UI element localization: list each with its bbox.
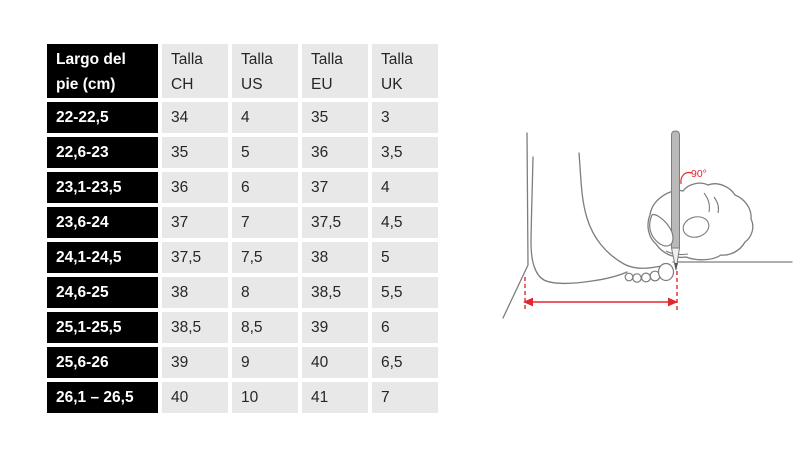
cell-talla-uk: 5,5 bbox=[372, 277, 438, 308]
cell-talla-eu: 37 bbox=[302, 172, 368, 203]
col-header-talla-uk: Talla UK bbox=[372, 44, 438, 98]
toe bbox=[641, 272, 652, 283]
table-row: 22-22,5 34 4 35 3 bbox=[47, 102, 438, 133]
cell-talla-eu: 40 bbox=[302, 347, 368, 378]
arrow-head-right bbox=[668, 297, 678, 307]
row-label: 25,6-26 bbox=[47, 347, 158, 378]
cell-talla-ch: 37 bbox=[162, 207, 228, 238]
pencil-point bbox=[671, 247, 680, 271]
cell-talla-us: 6 bbox=[232, 172, 298, 203]
foot-outline-top bbox=[578, 152, 667, 269]
cell-talla-ch: 40 bbox=[162, 382, 228, 413]
cell-talla-eu: 41 bbox=[302, 382, 368, 413]
cell-talla-uk: 3 bbox=[372, 102, 438, 133]
cell-talla-eu: 39 bbox=[302, 312, 368, 343]
toe bbox=[632, 273, 642, 283]
thumb bbox=[649, 213, 674, 247]
cell-talla-us: 10 bbox=[232, 382, 298, 413]
row-label: 23,6-24 bbox=[47, 207, 158, 238]
cell-talla-ch: 36 bbox=[162, 172, 228, 203]
angle-arc bbox=[680, 171, 693, 185]
table-header-row: Largo del pie (cm) Talla CH Talla US Tal… bbox=[47, 44, 438, 98]
row-label: 24,6-25 bbox=[47, 277, 158, 308]
cell-talla-us: 9 bbox=[232, 347, 298, 378]
cell-talla-uk: 6,5 bbox=[372, 347, 438, 378]
wall-line bbox=[502, 132, 529, 319]
table-row: 24,6-25 38 8 38,5 5,5 bbox=[47, 277, 438, 308]
cell-talla-us: 7,5 bbox=[232, 242, 298, 273]
pencil-lead bbox=[674, 263, 678, 270]
table-row: 23,6-24 37 7 37,5 4,5 bbox=[47, 207, 438, 238]
shoe-size-conversion-table: Largo del pie (cm) Talla CH Talla US Tal… bbox=[43, 40, 442, 417]
angle-label: 90° bbox=[691, 168, 707, 180]
cell-talla-eu: 36 bbox=[302, 137, 368, 168]
row-label: 22-22,5 bbox=[47, 102, 158, 133]
cell-talla-ch: 34 bbox=[162, 102, 228, 133]
cell-talla-ch: 35 bbox=[162, 137, 228, 168]
cell-talla-ch: 38,5 bbox=[162, 312, 228, 343]
cell-talla-eu: 35 bbox=[302, 102, 368, 133]
pencil bbox=[671, 130, 680, 271]
table-row: 24,1-24,5 37,5 7,5 38 5 bbox=[47, 242, 438, 273]
table-row: 26,1 – 26,5 40 10 41 7 bbox=[47, 382, 438, 413]
row-label: 23,1-23,5 bbox=[47, 172, 158, 203]
row-label: 26,1 – 26,5 bbox=[47, 382, 158, 413]
table-row: 22,6-23 35 5 36 3,5 bbox=[47, 137, 438, 168]
table-row: 23,1-23,5 36 6 37 4 bbox=[47, 172, 438, 203]
foot-measurement-illustration: 90° bbox=[502, 130, 793, 319]
finger-crease bbox=[703, 192, 710, 213]
arrow-head-left bbox=[523, 297, 533, 307]
toe bbox=[624, 272, 634, 282]
index-knuckle bbox=[682, 216, 710, 238]
cell-talla-uk: 4,5 bbox=[372, 207, 438, 238]
cell-talla-us: 7 bbox=[232, 207, 298, 238]
cell-talla-eu: 37,5 bbox=[302, 207, 368, 238]
row-label: 22,6-23 bbox=[47, 137, 158, 168]
big-toe bbox=[657, 262, 675, 282]
cell-talla-eu: 38 bbox=[302, 242, 368, 273]
col-header-foot-length: Largo del pie (cm) bbox=[47, 44, 158, 98]
pencil-body bbox=[671, 130, 680, 249]
foot-outline-back bbox=[530, 156, 628, 285]
col-header-talla-ch: Talla CH bbox=[162, 44, 228, 98]
cell-talla-us: 4 bbox=[232, 102, 298, 133]
cell-talla-us: 8,5 bbox=[232, 312, 298, 343]
table-row: 25,6-26 39 9 40 6,5 bbox=[47, 347, 438, 378]
cell-talla-uk: 4 bbox=[372, 172, 438, 203]
cell-talla-uk: 6 bbox=[372, 312, 438, 343]
cell-talla-ch: 37,5 bbox=[162, 242, 228, 273]
col-header-talla-us: Talla US bbox=[232, 44, 298, 98]
cell-talla-us: 8 bbox=[232, 277, 298, 308]
finger-crease bbox=[713, 196, 720, 214]
cell-talla-us: 5 bbox=[232, 137, 298, 168]
cell-talla-ch: 39 bbox=[162, 347, 228, 378]
cell-talla-eu: 38,5 bbox=[302, 277, 368, 308]
cell-talla-uk: 5 bbox=[372, 242, 438, 273]
table-row: 25,1-25,5 38,5 8,5 39 6 bbox=[47, 312, 438, 343]
col-header-talla-eu: Talla EU bbox=[302, 44, 368, 98]
row-label: 25,1-25,5 bbox=[47, 312, 158, 343]
row-label: 24,1-24,5 bbox=[47, 242, 158, 273]
cell-talla-uk: 3,5 bbox=[372, 137, 438, 168]
cell-talla-uk: 7 bbox=[372, 382, 438, 413]
cell-talla-ch: 38 bbox=[162, 277, 228, 308]
